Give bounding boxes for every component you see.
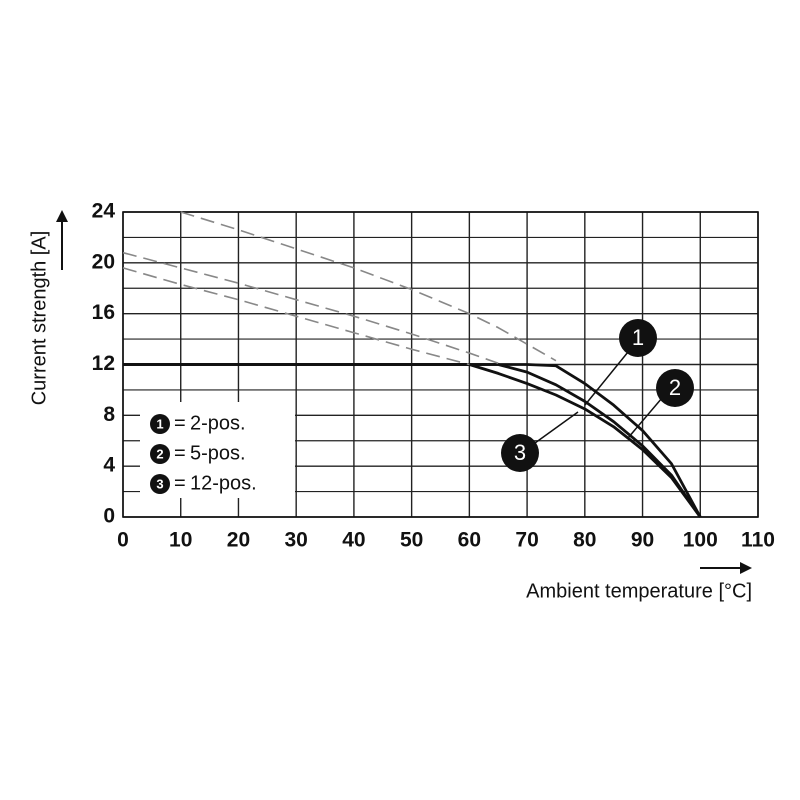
callout-circle (619, 319, 657, 357)
y-tick-label: 24 (92, 200, 116, 223)
x-tick-label: 70 (515, 529, 538, 552)
callout-leader (627, 397, 663, 439)
y-axis-arrowhead (56, 210, 68, 222)
y-tick-label: 0 (103, 505, 115, 528)
legend-label: 2-pos. (190, 412, 246, 434)
x-tick-label: 50 (400, 529, 423, 552)
dashed-line (122, 267, 470, 366)
legend-marker (150, 474, 170, 494)
y-tick-label: 20 (92, 250, 115, 273)
legend-separator: = (174, 472, 186, 494)
callout-label: 2 (669, 375, 681, 400)
x-tick-label: 0 (117, 529, 129, 552)
x-tick-label: 30 (285, 529, 308, 552)
x-tick-label: 60 (458, 529, 481, 552)
legend-marker-label: 2 (156, 446, 163, 461)
legend-marker (150, 414, 170, 434)
x-tick-label: 110 (741, 529, 775, 552)
x-tick-label: 20 (227, 529, 250, 552)
callout-label: 3 (514, 440, 526, 465)
callout-circle (501, 434, 539, 472)
series (122, 211, 702, 518)
x-tick-label: 80 (573, 529, 596, 552)
x-tick-label: 90 (631, 529, 654, 552)
legend-marker-label: 1 (156, 416, 163, 431)
callouts: 12 3 (501, 319, 694, 472)
x-tick-label: 40 (342, 529, 365, 552)
x-tick-label: 10 (169, 529, 192, 552)
callout-circle (656, 369, 694, 407)
legend-separator: = (174, 442, 186, 464)
x-axis-label: Ambient temperature [°C] (526, 580, 752, 602)
line (123, 363, 702, 518)
y-tick-label: 16 (92, 301, 115, 324)
y-tick-label: 12 (92, 352, 115, 375)
dashed-line (180, 211, 557, 362)
y-tick-label: 8 (103, 403, 115, 426)
y-tick-label: 4 (103, 454, 115, 477)
x-axis-arrowhead (740, 562, 752, 574)
legend-marker-label: 3 (156, 476, 163, 491)
y-axis-label: Current strength [A] (28, 231, 50, 406)
callout-leader (584, 351, 629, 406)
callout-leader (534, 411, 579, 444)
legend-label: 12-pos. (190, 472, 257, 494)
legend: 1 = 2-pos.2 = 5-pos.3 = 12-pos. (140, 402, 295, 498)
legend-separator: = (174, 412, 186, 434)
x-tick-label: 100 (683, 529, 718, 552)
legend-label: 5-pos. (190, 442, 246, 464)
legend-marker (150, 444, 170, 464)
callout-label: 1 (632, 325, 644, 350)
dashed-line (122, 251, 499, 364)
